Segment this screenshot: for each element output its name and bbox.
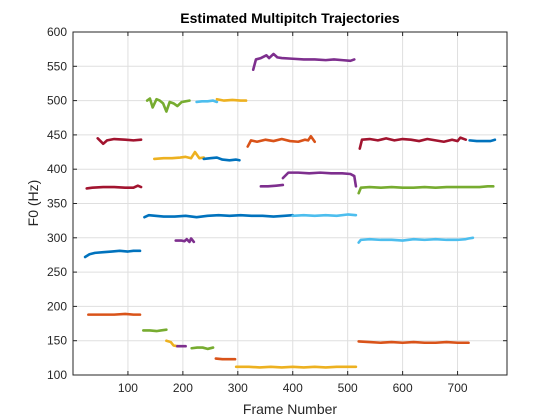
pitch-trajectory-9: [202, 156, 241, 162]
y-tick-label: 200: [47, 299, 67, 313]
pitch-trajectory-15: [468, 138, 497, 143]
pitch-trajectory-1: [83, 249, 142, 259]
y-tick-label: 600: [47, 25, 67, 39]
pitch-trajectory-14: [358, 136, 468, 150]
series-layer: [83, 52, 497, 369]
y-axis-title: F0 (Hz): [25, 180, 41, 227]
y-tick-label: 300: [47, 231, 67, 245]
pitch-trajectory-19: [357, 236, 475, 244]
pitch-trajectory-20: [174, 237, 196, 244]
pitch-trajectory-12: [251, 52, 356, 72]
pitch-trajectory-4: [96, 137, 143, 146]
y-tick-label: 350: [47, 197, 67, 211]
pitch-trajectory-21: [357, 340, 470, 345]
pitch-trajectory-25: [190, 346, 215, 351]
axes: [72, 31, 508, 376]
grid: [73, 31, 507, 376]
pitch-trajectory-23: [165, 339, 179, 348]
y-tick-label: 450: [47, 128, 67, 142]
y-tick-label: 500: [47, 94, 67, 108]
x-tick-label: 300: [228, 381, 248, 395]
x-tick-label: 400: [283, 381, 303, 395]
y-tick-label: 100: [47, 368, 67, 382]
pitch-trajectory-2: [87, 312, 142, 316]
pitch-trajectory-8: [153, 150, 206, 161]
pitch-trajectory-13: [246, 134, 317, 148]
pitch-trajectory-22: [142, 328, 168, 333]
pitch-trajectory-16: [259, 183, 285, 188]
x-tick-label: 500: [338, 381, 358, 395]
pitch-trajectory-26: [214, 357, 237, 361]
pitch-trajectory-17: [281, 171, 358, 188]
x-tick-label: 700: [448, 381, 468, 395]
pitch-trajectory-6: [291, 213, 358, 218]
pitch-trajectory-5: [143, 213, 295, 219]
pitch-trajectory-7: [145, 97, 191, 113]
pitch-trajectory-18: [357, 185, 495, 195]
x-tick-label: 600: [393, 381, 413, 395]
tick-labels: 100 200 300 400 500 600 700 100 150 200 250 300 350 4…: [47, 25, 468, 395]
chart-title: Estimated Multipitch Trajectories: [180, 10, 400, 26]
y-tick-label: 250: [47, 265, 67, 279]
x-tick-label: 200: [173, 381, 193, 395]
y-tick-label: 150: [47, 334, 67, 348]
pitch-trajectory-11: [215, 97, 248, 102]
pitch-trajectory-10: [195, 99, 219, 104]
pitch-trajectory-27: [234, 365, 358, 369]
x-tick-label: 100: [118, 381, 138, 395]
pitch-trajectory-3: [85, 184, 143, 190]
y-tick-label: 550: [47, 59, 67, 73]
x-axis-title: Frame Number: [243, 401, 337, 417]
y-tick-label: 400: [47, 162, 67, 176]
